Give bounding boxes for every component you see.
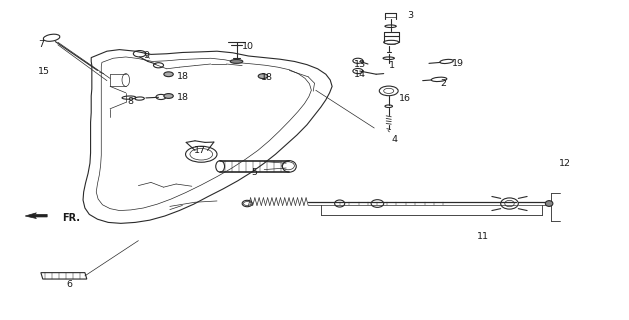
Text: 10: 10	[242, 42, 254, 51]
Text: 6: 6	[66, 280, 72, 289]
Text: FR.: FR.	[62, 213, 80, 223]
Text: 5: 5	[252, 168, 258, 177]
Text: 7: 7	[38, 40, 44, 49]
Text: 17: 17	[194, 146, 206, 155]
Ellipse shape	[545, 201, 553, 206]
Ellipse shape	[230, 60, 243, 63]
Text: 3: 3	[407, 12, 413, 20]
Text: 16: 16	[399, 94, 411, 103]
Text: 11: 11	[477, 232, 489, 241]
Text: 18: 18	[177, 72, 189, 81]
Text: 12: 12	[559, 159, 571, 168]
Text: 9: 9	[143, 52, 150, 60]
Text: 4: 4	[391, 135, 398, 144]
Text: 2: 2	[440, 79, 447, 88]
Ellipse shape	[164, 72, 174, 77]
Text: 19: 19	[452, 60, 464, 68]
Text: 18: 18	[177, 93, 189, 102]
Text: 13: 13	[353, 60, 365, 69]
Text: 14: 14	[353, 70, 365, 79]
Text: 8: 8	[127, 97, 133, 106]
Ellipse shape	[164, 93, 174, 99]
Polygon shape	[25, 213, 47, 219]
Ellipse shape	[259, 74, 267, 78]
Text: 18: 18	[261, 73, 273, 82]
Text: 1: 1	[389, 61, 395, 70]
Text: 15: 15	[38, 68, 50, 76]
